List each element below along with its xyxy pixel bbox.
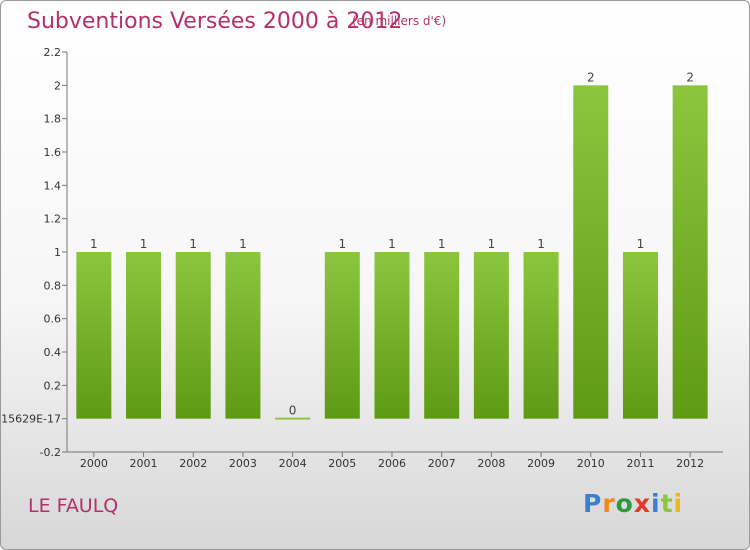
bar-value-label: 2 bbox=[587, 70, 595, 84]
bar bbox=[76, 252, 112, 419]
bar bbox=[523, 252, 559, 419]
bar-value-label: 1 bbox=[537, 237, 545, 251]
x-tick-label: 2012 bbox=[676, 457, 704, 470]
bar-value-label: 1 bbox=[90, 237, 98, 251]
logo-letter: x bbox=[633, 489, 651, 518]
y-tick-label: 1.4 bbox=[44, 179, 62, 192]
bar bbox=[622, 252, 658, 419]
y-tick-label: 1.8 bbox=[44, 113, 62, 126]
x-tick-label: 2002 bbox=[179, 457, 207, 470]
x-tick-label: 2001 bbox=[130, 457, 158, 470]
logo-letter: o bbox=[615, 489, 634, 518]
y-tick-label: 0.6 bbox=[44, 313, 62, 326]
logo-letter: i bbox=[673, 489, 684, 518]
y-tick-label: 1.6 bbox=[44, 146, 62, 159]
bar bbox=[374, 252, 410, 419]
x-tick-label: 2000 bbox=[80, 457, 108, 470]
y-tick-label: 1 bbox=[54, 246, 61, 259]
commune-name: LE FAULQ bbox=[28, 495, 119, 517]
y-tick-label: 0.4 bbox=[44, 346, 62, 359]
bar bbox=[473, 252, 509, 419]
bar-value-label: 1 bbox=[239, 237, 247, 251]
x-tick-label: 2008 bbox=[477, 457, 505, 470]
bar bbox=[126, 252, 162, 419]
bar bbox=[424, 252, 460, 419]
y-tick-label: 2.2 bbox=[44, 46, 62, 59]
bar bbox=[225, 252, 261, 419]
bar bbox=[672, 85, 708, 419]
chart-unit-subtitle: (en milliers d'€) bbox=[352, 14, 447, 28]
bar-value-label: 0 bbox=[289, 404, 297, 418]
bar-value-label: 1 bbox=[189, 237, 197, 251]
y-tick-label: -0.2 bbox=[40, 446, 61, 459]
x-tick-label: 2011 bbox=[626, 457, 654, 470]
bar bbox=[324, 252, 360, 419]
proxiti-logo: Proxiti bbox=[583, 489, 683, 518]
bar-value-label: 1 bbox=[140, 237, 148, 251]
bar-value-label: 1 bbox=[338, 237, 346, 251]
logo-letter: t bbox=[660, 489, 674, 518]
logo-letter: i bbox=[651, 489, 661, 518]
bar bbox=[573, 85, 609, 419]
y-tick-label: 0.8 bbox=[44, 279, 62, 292]
bar-value-label: 2 bbox=[686, 70, 694, 84]
x-tick-label: 2005 bbox=[328, 457, 356, 470]
y-tick-label: 2 bbox=[54, 79, 61, 92]
bar bbox=[175, 252, 211, 419]
x-tick-label: 2009 bbox=[527, 457, 555, 470]
bar-value-label: 1 bbox=[438, 237, 446, 251]
y-tick-label: -1.15629E-17 bbox=[1, 413, 61, 426]
x-tick-label: 2004 bbox=[279, 457, 307, 470]
logo-letter: P bbox=[583, 489, 603, 518]
bar-value-label: 1 bbox=[388, 237, 396, 251]
bar-value-label: 1 bbox=[637, 237, 645, 251]
bar-value-label: 1 bbox=[488, 237, 496, 251]
logo-letter: r bbox=[602, 489, 616, 518]
chart-title: Subventions Versées 2000 à 2012 bbox=[27, 9, 403, 34]
y-tick-label: 1.2 bbox=[44, 213, 62, 226]
y-tick-label: 0.2 bbox=[44, 379, 62, 392]
x-tick-label: 2007 bbox=[428, 457, 456, 470]
x-tick-label: 2010 bbox=[577, 457, 605, 470]
x-tick-label: 2006 bbox=[378, 457, 406, 470]
x-tick-label: 2003 bbox=[229, 457, 257, 470]
